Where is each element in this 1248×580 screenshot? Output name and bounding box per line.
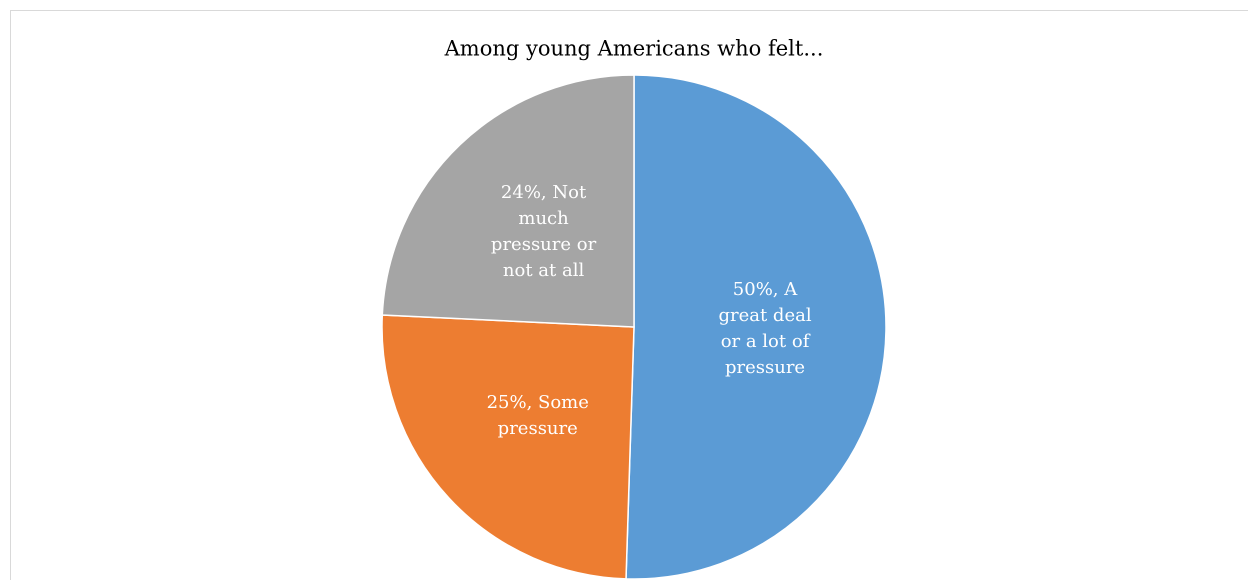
pie-slice (381, 74, 635, 328)
pie-slice (381, 314, 635, 580)
chart-title: Among young Americans who felt... (444, 37, 824, 61)
pie-slice (625, 74, 887, 580)
data-label: 25%, Some pressure (487, 392, 589, 439)
data-label: 24%, Not much pressure or not at all (491, 182, 597, 281)
